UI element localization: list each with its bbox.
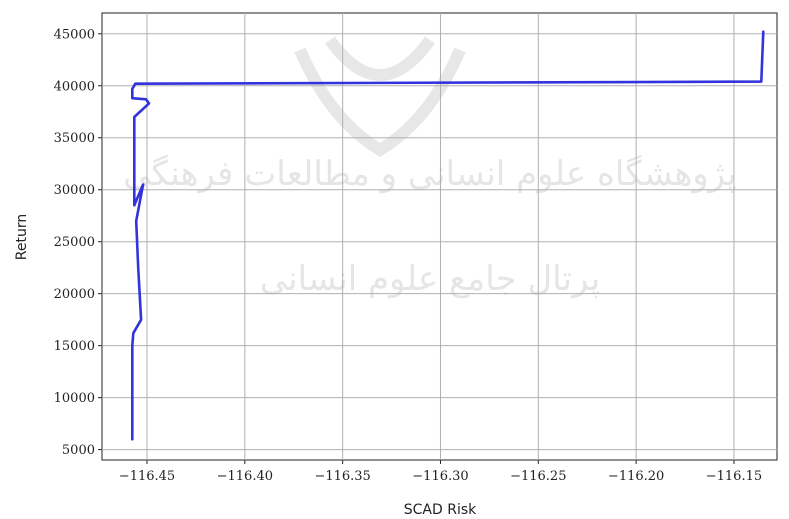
- y-tick-label: 20000: [54, 287, 95, 302]
- y-tick-label: 35000: [54, 131, 95, 146]
- y-tick-label: 40000: [54, 79, 95, 94]
- watermark: پژوهشگاه علوم انسانی و مطالعات فرهنگی پر…: [123, 36, 737, 299]
- y-axis: 5000 10000 15000 20000 25000 30000 35000 40000 4…: [54, 27, 102, 458]
- series-group: [131, 30, 765, 441]
- x-tick-label: −116.35: [314, 469, 370, 484]
- x-tick-label: −116.25: [510, 469, 566, 484]
- y-tick-label: 30000: [54, 183, 95, 198]
- plot-area-frame: [101, 12, 778, 461]
- x-tick-label: −116.40: [217, 469, 273, 484]
- y-tick-label: 25000: [54, 235, 95, 250]
- y-tick-label: 15000: [54, 339, 95, 354]
- y-tick-label: 5000: [62, 443, 95, 458]
- x-tick-label: −116.20: [608, 469, 664, 484]
- watermark-line-1: پژوهشگاه علوم انسانی و مطالعات فرهنگی: [123, 154, 737, 194]
- x-tick-label: −116.30: [412, 469, 468, 484]
- x-axis-label: SCAD Risk: [404, 502, 477, 518]
- x-tick-label: −116.45: [119, 469, 175, 484]
- y-tick-label: 45000: [54, 27, 95, 42]
- y-tick-label: 10000: [54, 391, 95, 406]
- series-line-0: [131, 30, 765, 441]
- grid: [102, 13, 777, 460]
- watermark-line-2: پرتال جامع علوم انسانی: [260, 259, 600, 299]
- y-axis-label: Return: [14, 214, 30, 260]
- x-axis: −116.45 −116.40 −116.35 −116.30 −116.25 −116.…: [119, 460, 762, 484]
- x-tick-label: −116.15: [706, 469, 762, 484]
